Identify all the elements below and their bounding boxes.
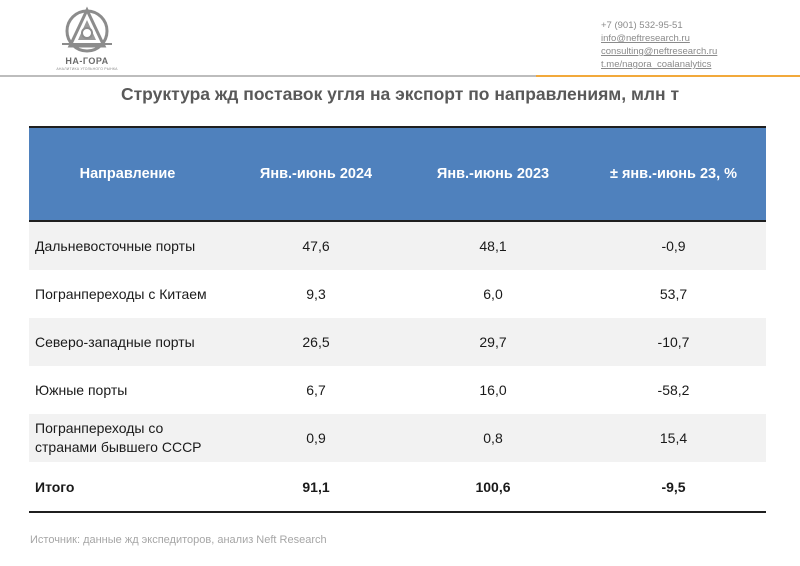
cell-2024: 26,5: [227, 318, 405, 366]
table-row: Северо-западные порты 26,5 29,7 -10,7: [29, 318, 766, 366]
cell-2024: 6,7: [227, 366, 405, 414]
cell-change: 53,7: [581, 270, 766, 318]
export-structure-table: Направление Янв.-июнь 2024 Янв.-июнь 202…: [29, 126, 766, 513]
cell-2024: 47,6: [227, 221, 405, 270]
table-row: Дальневосточные порты 47,6 48,1 -0,9: [29, 221, 766, 270]
cell-2023: 29,7: [405, 318, 581, 366]
cell-direction-line-2: странами бывшего СССР: [35, 439, 202, 455]
cell-2023: 48,1: [405, 221, 581, 270]
cell-2023: 16,0: [405, 366, 581, 414]
column-header-change: ± янв.-июнь 23, %: [581, 126, 766, 222]
cell-direction: Погранпереходы с Китаем: [29, 270, 227, 318]
source-note: Источник: данные жд экспедиторов, анализ…: [30, 534, 327, 546]
company-logo: НА-ГОРА АНАЛИТИКА УГОЛЬНОГО РЫНКА: [54, 6, 120, 72]
contacts-block: +7 (901) 532-95-51 info@neftresearch.ru …: [601, 19, 717, 71]
contact-email-consulting[interactable]: consulting@neftresearch.ru: [601, 46, 718, 57]
cell-direction: Южные порты: [29, 366, 227, 414]
contact-telegram[interactable]: t.me/nagora_coalanalytics: [601, 59, 712, 70]
cell-2023: 0,8: [405, 414, 581, 462]
cell-2023: 6,0: [405, 270, 581, 318]
cell-direction: Дальневосточные порты: [29, 221, 227, 270]
cell-direction-text: Погранпереходы со странами бывшего СССР: [35, 419, 202, 457]
column-header-2024: Янв.-июнь 2024: [227, 126, 405, 222]
table-row: Погранпереходы с Китаем 9,3 6,0 53,7: [29, 270, 766, 318]
cell-change: -10,7: [581, 318, 766, 366]
table-total-row: Итого 91,1 100,6 -9,5: [29, 462, 766, 513]
header-divider-gray: [0, 75, 536, 77]
cell-direction-line-1: Погранпереходы со: [35, 420, 164, 436]
logo-wordmark: НА-ГОРА: [65, 56, 109, 66]
table-row: Погранпереходы со странами бывшего СССР …: [29, 414, 766, 462]
cell-direction: Погранпереходы со странами бывшего СССР: [29, 414, 227, 462]
cell-direction: Итого: [29, 462, 227, 513]
header-divider-orange: [536, 75, 800, 77]
table-row: Южные порты 6,7 16,0 -58,2: [29, 366, 766, 414]
table-header-row: Направление Янв.-июнь 2024 Янв.-июнь 202…: [29, 126, 766, 222]
cell-2024: 91,1: [227, 462, 405, 513]
contact-email-info[interactable]: info@neftresearch.ru: [601, 33, 690, 44]
cell-2023: 100,6: [405, 462, 581, 513]
cell-2024: 0,9: [227, 414, 405, 462]
cell-2024: 9,3: [227, 270, 405, 318]
page-title: Структура жд поставок угля на экспорт по…: [120, 84, 680, 104]
logo-tagline: АНАЛИТИКА УГОЛЬНОГО РЫНКА: [56, 67, 118, 71]
cell-change: 15,4: [581, 414, 766, 462]
cell-change: -9,5: [581, 462, 766, 513]
cell-change: -58,2: [581, 366, 766, 414]
column-header-direction: Направление: [29, 126, 227, 222]
column-header-2023: Янв.-июнь 2023: [405, 126, 581, 222]
mountain-emblem-icon: [62, 6, 112, 53]
cell-direction: Северо-западные порты: [29, 318, 227, 366]
contact-phone: +7 (901) 532-95-51: [601, 20, 683, 31]
cell-change: -0,9: [581, 221, 766, 270]
